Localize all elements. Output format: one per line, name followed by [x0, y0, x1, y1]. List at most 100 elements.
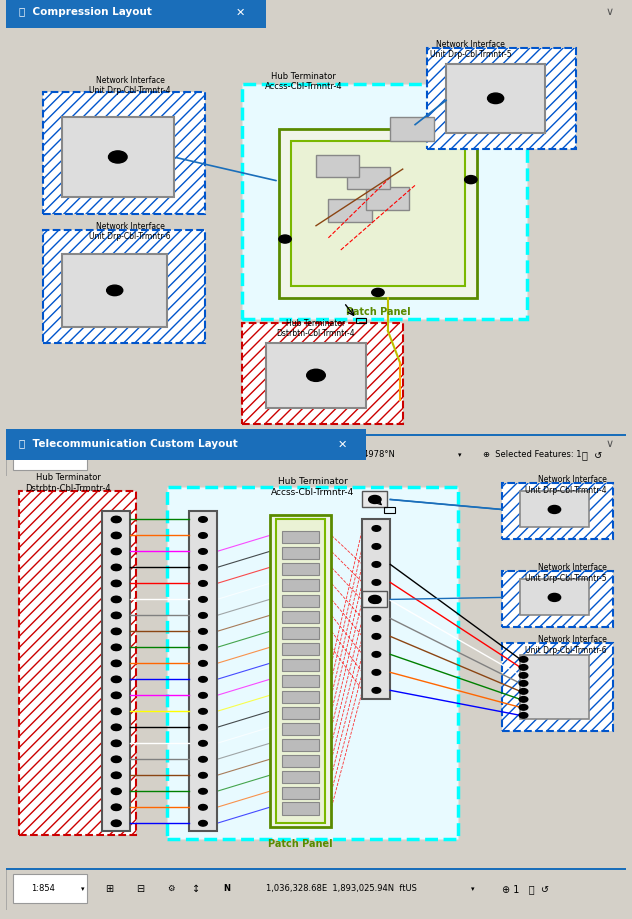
Bar [282, 595, 319, 607]
Text: ∨: ∨ [605, 7, 613, 17]
Circle shape [112, 564, 121, 570]
Circle shape [372, 597, 380, 603]
Circle shape [198, 549, 207, 554]
Circle shape [198, 821, 207, 826]
Circle shape [107, 285, 123, 296]
Circle shape [111, 516, 121, 523]
Text: ⊞: ⊞ [106, 450, 114, 460]
Text: ↕: ↕ [192, 884, 200, 893]
Circle shape [487, 93, 504, 104]
Text: Network Interface
Unit Drp-Cbl-Trmntr-5: Network Interface Unit Drp-Cbl-Trmntr-5 [430, 40, 512, 59]
Text: 🗺  Telecommunication Custom Layout: 🗺 Telecommunication Custom Layout [19, 439, 238, 449]
Bar [520, 655, 588, 720]
Circle shape [372, 580, 380, 585]
Text: Hub Terminator
Dstrbtn-Cbl-Trmntr-4: Hub Terminator Dstrbtn-Cbl-Trmntr-4 [277, 319, 355, 338]
Bar [223, 442, 245, 468]
Text: ⚙: ⚙ [167, 884, 175, 893]
Bar [282, 627, 319, 640]
Text: ⏸  ↺: ⏸ ↺ [582, 450, 602, 460]
Bar [62, 117, 174, 198]
Bar [347, 167, 391, 189]
Circle shape [111, 564, 121, 571]
Bar [391, 117, 434, 141]
FancyBboxPatch shape [167, 487, 458, 839]
Circle shape [112, 581, 121, 586]
Text: ⊟: ⊟ [137, 450, 145, 460]
Circle shape [372, 652, 380, 657]
FancyBboxPatch shape [19, 492, 137, 835]
FancyBboxPatch shape [502, 572, 613, 628]
FancyBboxPatch shape [44, 230, 205, 343]
Circle shape [519, 656, 528, 663]
FancyBboxPatch shape [241, 85, 526, 319]
Circle shape [465, 176, 477, 184]
Bar [316, 155, 360, 177]
Circle shape [112, 629, 121, 634]
Text: Network Interface
Unit Drp-Cbl-Trmntr-4: Network Interface Unit Drp-Cbl-Trmntr-4 [525, 475, 607, 495]
Text: Network Interface
Unit Drp-Cbl-Trmntr-5: Network Interface Unit Drp-Cbl-Trmntr-5 [525, 563, 607, 583]
Circle shape [111, 724, 121, 731]
Circle shape [111, 676, 121, 683]
Bar [362, 519, 391, 699]
Circle shape [198, 741, 207, 746]
Circle shape [519, 697, 528, 702]
Circle shape [112, 693, 121, 698]
Text: ▾: ▾ [81, 886, 84, 891]
Text: Patch Panel: Patch Panel [268, 839, 333, 849]
Bar [282, 787, 319, 800]
Bar [282, 610, 319, 623]
Text: Patch Panel: Patch Panel [346, 307, 410, 317]
Circle shape [372, 544, 380, 550]
Bar [282, 675, 319, 687]
Circle shape [519, 664, 528, 670]
Bar [520, 580, 588, 616]
Bar [520, 492, 588, 528]
FancyBboxPatch shape [6, 429, 365, 460]
Circle shape [111, 789, 121, 795]
Bar [137, 442, 158, 468]
Circle shape [368, 596, 381, 604]
Circle shape [198, 581, 207, 586]
Circle shape [198, 724, 207, 730]
Text: ✕: ✕ [337, 439, 347, 449]
Circle shape [112, 773, 121, 778]
Circle shape [112, 804, 121, 810]
Text: ⊕  Selected Features: 1: ⊕ Selected Features: 1 [483, 450, 581, 460]
Bar [282, 530, 319, 543]
Circle shape [198, 804, 207, 810]
Circle shape [112, 676, 121, 682]
Circle shape [198, 676, 207, 682]
Bar [282, 547, 319, 560]
Bar [282, 690, 319, 703]
Text: ▾: ▾ [458, 452, 462, 458]
Bar [6, 868, 626, 869]
Circle shape [111, 692, 121, 698]
Bar [282, 754, 319, 767]
Circle shape [198, 596, 207, 602]
Text: 1:854: 1:854 [31, 884, 55, 893]
FancyBboxPatch shape [13, 874, 87, 903]
Bar [282, 707, 319, 720]
FancyBboxPatch shape [6, 0, 267, 28]
Circle shape [372, 526, 380, 531]
Circle shape [111, 612, 121, 618]
Circle shape [198, 756, 207, 762]
FancyBboxPatch shape [44, 92, 205, 213]
Circle shape [112, 724, 121, 730]
Circle shape [112, 741, 121, 746]
Circle shape [111, 772, 121, 778]
Text: 🗺  Compression Layout: 🗺 Compression Layout [19, 7, 152, 17]
Circle shape [111, 549, 121, 555]
Text: ⊟: ⊟ [137, 884, 145, 893]
Circle shape [198, 533, 207, 539]
Text: 1:401: 1:401 [31, 450, 55, 460]
Bar [6, 434, 626, 436]
Text: 1,036,328.68E  1,893,025.94N  ftUS: 1,036,328.68E 1,893,025.94N ftUS [267, 884, 417, 893]
Bar [137, 876, 158, 902]
Circle shape [198, 789, 207, 794]
Circle shape [112, 821, 121, 826]
Circle shape [111, 804, 121, 811]
Circle shape [111, 740, 121, 746]
Bar [267, 343, 365, 408]
Circle shape [111, 629, 121, 635]
